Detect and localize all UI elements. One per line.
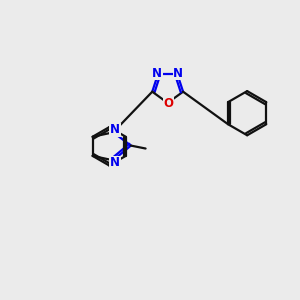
Text: N: N <box>110 123 120 136</box>
Text: N: N <box>173 67 183 80</box>
Text: N: N <box>110 156 120 169</box>
Text: N: N <box>152 67 162 80</box>
Text: O: O <box>164 97 174 110</box>
